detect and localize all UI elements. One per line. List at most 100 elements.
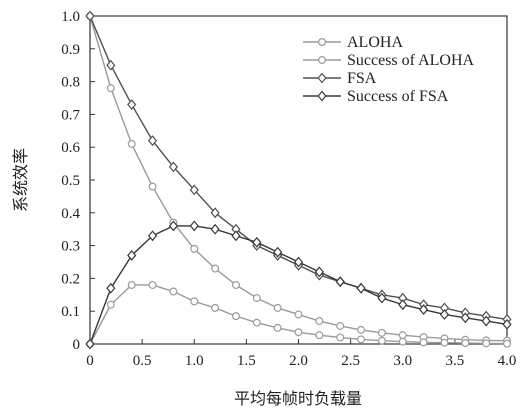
legend-label: Success of FSA — [347, 88, 449, 105]
circle-marker — [273, 323, 282, 332]
circle-marker — [190, 297, 199, 306]
diamond-marker — [481, 315, 491, 327]
diamond-marker — [317, 72, 327, 84]
y-tick-label: 0.4 — [61, 206, 80, 222]
circle-marker — [190, 244, 199, 253]
series-success-of-fsa — [85, 220, 512, 350]
circle-marker — [273, 303, 282, 312]
diamond-marker — [460, 312, 470, 324]
diamond-marker — [127, 99, 137, 110]
diamond-marker — [398, 299, 408, 311]
diamond-marker — [127, 250, 137, 261]
circle-marker — [315, 331, 324, 340]
circle-marker — [211, 303, 220, 312]
diamond-marker — [85, 10, 95, 22]
diamond-marker — [85, 338, 95, 350]
legend-item: FSA — [303, 70, 377, 87]
legend-label: Success of ALOHA — [347, 52, 475, 69]
y-tick-label: 0.7 — [61, 107, 80, 123]
y-tick-label: 0.9 — [61, 42, 80, 58]
circle-marker — [377, 336, 386, 345]
diamond-marker — [293, 256, 304, 268]
circle-marker — [148, 280, 157, 289]
y-tick-label: 0 — [73, 337, 81, 353]
series-layer — [85, 10, 512, 350]
circle-marker — [252, 318, 261, 327]
legend-item: Success of FSA — [303, 88, 449, 105]
circle-marker — [252, 294, 261, 303]
diamond-marker — [356, 282, 366, 294]
x-tick-label: 3.0 — [393, 353, 412, 369]
y-axis-ticks: 0 0.1 0.2 0.3 0.4 0.5 0.6 0.7 0.8 0.9 1.0 — [61, 9, 95, 353]
diamond-marker — [314, 266, 324, 278]
circle-marker — [440, 338, 449, 347]
diamond-marker — [106, 59, 116, 71]
diamond-marker — [439, 309, 450, 320]
y-axis-title: 系统效率 — [12, 148, 30, 212]
circle-marker — [127, 139, 136, 148]
circle-marker — [231, 312, 240, 321]
x-tick-label: 0 — [86, 353, 94, 369]
circle-marker — [294, 310, 303, 319]
circle-marker — [503, 339, 512, 348]
x-tick-label: 1.5 — [237, 353, 256, 369]
diamond-marker — [317, 90, 327, 102]
x-axis-ticks: 0 0.5 1.0 1.5 2.0 2.5 3.0 3.5 4.0 — [86, 339, 516, 369]
circle-marker — [377, 328, 386, 337]
diamond-marker — [168, 220, 178, 232]
circle-marker — [318, 55, 327, 64]
y-tick-label: 0.5 — [61, 173, 80, 189]
legend-label: ALOHA — [347, 34, 403, 51]
diamond-marker — [502, 318, 512, 330]
circle-marker — [482, 339, 491, 348]
circle-marker — [127, 280, 136, 289]
circle-marker — [106, 300, 115, 309]
diamond-marker — [210, 223, 220, 235]
x-tick-label: 4.0 — [498, 353, 517, 369]
x-tick-label: 2.5 — [341, 353, 360, 369]
circle-marker — [211, 264, 220, 273]
diamond-marker — [377, 292, 387, 304]
diamond-marker — [189, 220, 199, 232]
legend-item: Success of ALOHA — [303, 52, 475, 69]
diamond-marker — [335, 276, 345, 288]
x-tick-label: 0.5 — [133, 353, 152, 369]
diamond-marker — [231, 230, 241, 242]
diamond-marker — [147, 135, 158, 147]
circle-marker — [318, 37, 327, 46]
diamond-marker — [419, 304, 429, 315]
circle-marker — [419, 338, 428, 347]
y-tick-label: 0.2 — [61, 271, 80, 287]
legend-label: FSA — [347, 70, 377, 87]
diamond-marker — [106, 282, 116, 294]
y-tick-label: 0.1 — [61, 304, 80, 320]
x-axis-title: 平均每帧时负载量 — [234, 390, 362, 408]
circle-marker — [357, 325, 366, 334]
y-tick-label: 0.8 — [61, 75, 80, 91]
series-aloha — [85, 12, 512, 345]
x-tick-label: 3.5 — [446, 353, 465, 369]
diamond-marker — [210, 207, 220, 219]
diamond-marker — [168, 161, 178, 173]
diamond-marker — [147, 230, 158, 242]
circle-marker — [357, 335, 366, 344]
y-tick-label: 0.6 — [61, 140, 80, 156]
circle-marker — [148, 182, 157, 191]
circle-marker — [231, 280, 240, 289]
diamond-marker — [252, 236, 262, 248]
diamond-marker — [273, 246, 283, 258]
circle-marker — [106, 84, 115, 93]
diamond-marker — [189, 184, 199, 196]
x-tick-label: 1.0 — [185, 353, 204, 369]
circle-marker — [461, 339, 470, 348]
circle-marker — [294, 328, 303, 337]
circle-marker — [398, 331, 407, 340]
legend-item: ALOHA — [303, 34, 403, 51]
x-tick-label: 2.0 — [289, 353, 308, 369]
circle-marker — [398, 337, 407, 346]
circle-marker — [169, 287, 178, 296]
y-tick-label: 0.3 — [61, 239, 80, 255]
circle-marker — [315, 317, 324, 326]
